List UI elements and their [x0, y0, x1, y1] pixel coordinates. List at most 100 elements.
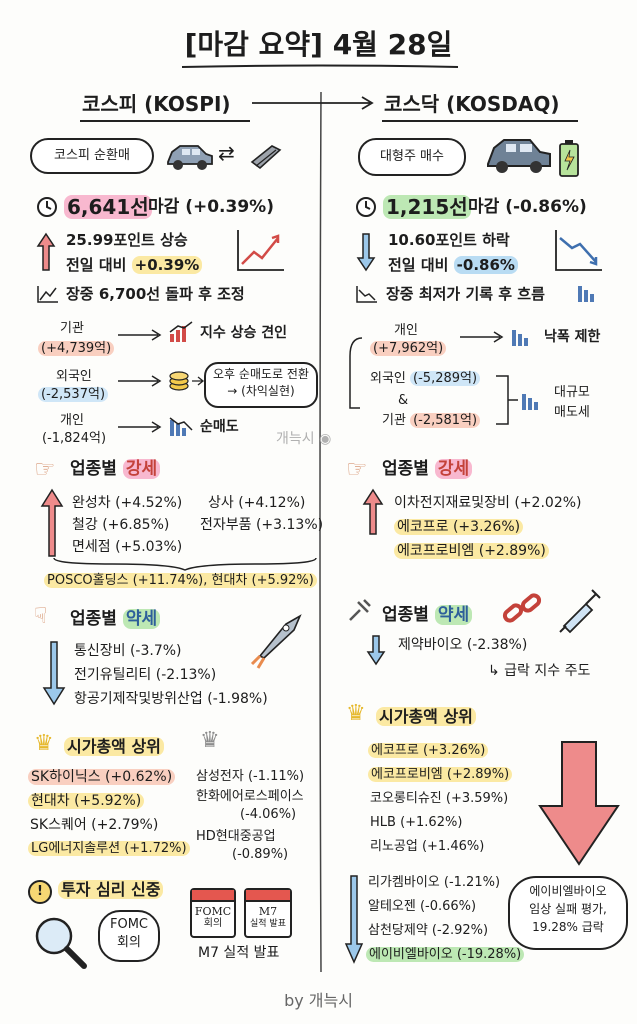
cal1-line2: 회의 [203, 918, 223, 929]
kosdaq-note-line1: 에이비엘바이오 [529, 884, 607, 898]
kospi-strong-item-1: 상사 (+4.12%) [208, 495, 306, 511]
arrow-right [118, 329, 162, 341]
watermark: 개늑시 ◉ [276, 431, 332, 447]
kospi-strong-item-0: 완성차 (+4.52%) [72, 495, 183, 511]
line-chart-down-icon [356, 286, 377, 303]
kosdaq-sell-result-line2: 매도세 [554, 405, 590, 420]
kosdaq-change-value: -0.86% [453, 256, 518, 274]
kospi-strong-item-3: 전자부품 (+3.13%) [200, 517, 324, 533]
kosdaq-top-up-3: HLB (+1.62%) [370, 815, 463, 830]
kosdaq-strong-item-1: 에코프로 (+3.26%) [394, 518, 524, 536]
bar-chart-down-icon [512, 330, 528, 346]
kosdaq-investor-retail-result: 낙폭 제한 [544, 329, 601, 345]
swap-arrows-icon: ⇄ [218, 141, 235, 165]
kosdaq-weak-title: 업종별 약세 [382, 604, 473, 626]
kospi-strong-title: 업종별 강세 [70, 458, 161, 480]
kosdaq-bubble-text: 대형주 매수 [380, 149, 444, 164]
steel-beam-icon [250, 145, 282, 170]
down-arrow-icon [356, 233, 376, 272]
kospi-weak-word: 약세 [122, 609, 161, 629]
kosdaq-close-text: 마감 (-0.86%) [468, 197, 587, 217]
kospi-top-right-0: 삼성전자 (-1.11%) [196, 769, 305, 784]
kosdaq-strong-title: 업종별 강세 [382, 458, 473, 480]
kospi-top-right-3: HD현대중공업 [196, 829, 276, 844]
brace [53, 557, 317, 571]
kosdaq-header: 코스닥 (KOSDAQ) [384, 92, 560, 116]
kosdaq-strong-item-0: 이차전지재료및장비 (+2.02%) [394, 495, 582, 511]
kosdaq-top-up-2: 코오롱티슈진 (+3.59%) [370, 791, 509, 806]
kospi-top-left-3: LG에너지솔루션 (+1.72%) [28, 840, 190, 858]
line-chart-icon [37, 286, 58, 303]
bar-chart-down-icon [522, 394, 538, 410]
kospi-investor-retail-result: 순매도 [200, 419, 239, 435]
arrow-right [460, 331, 504, 343]
coins-icon [169, 371, 189, 391]
crown-icon: ♛ [346, 701, 366, 726]
kosdaq-change-line1: 10.60포인트 하락 [388, 231, 510, 249]
kosdaq-weak-item-0: 제약바이오 (-2.38%) [398, 637, 528, 653]
cal1-line1: FOMC [194, 905, 232, 918]
kospi-foreign-result-bubble: 오후 순매도로 전환 → (차익실현) [204, 362, 318, 408]
arrow-right-small [192, 376, 205, 386]
arrow-right [118, 375, 162, 387]
clock-icon [37, 197, 57, 217]
car-icon [167, 145, 213, 170]
falling-chart-icon [555, 230, 602, 271]
kosdaq-investor-bracket [349, 337, 363, 409]
syringe-icon [559, 589, 601, 634]
kospi-bubble-text: 코스피 순환매 [54, 148, 130, 163]
fomc-bubble: FOMC 회의 [98, 910, 160, 962]
down-arrow-icon [366, 635, 386, 666]
kosdaq-investor-retail-name: 개인 [394, 323, 418, 338]
kospi-change-value: +0.39% [131, 256, 203, 274]
cal2-line1: M7 [258, 905, 278, 918]
kosdaq-top-down-3: 에이비엘바이오 (-19.28%) [366, 946, 525, 964]
kospi-weak-item-1: 전기유틸리티 (-2.13%) [74, 667, 217, 683]
big-down-arrow-icon [538, 741, 620, 866]
kospi-close-text: 마감 (+0.39%) [148, 197, 274, 217]
kospi-investor-foreign-amount: (-2,537억) [38, 386, 109, 404]
kosdaq-strong-word: 강세 [434, 459, 473, 479]
kospi-strong-item-2: 철강 (+6.85%) [72, 517, 170, 533]
kospi-weak-item-0: 통신장비 (-3.7%) [74, 643, 182, 659]
kosdaq-note-bubble: 에이비엘바이오 임상 실패 평가, 19.28% 급락 [508, 876, 628, 950]
kosdaq-sell-brace [496, 375, 518, 425]
alert-icon: ! [28, 880, 52, 904]
kosdaq-top-title: 시가총액 상위 [376, 707, 476, 726]
kosdaq-close-value: 1,215선 [383, 195, 471, 219]
rising-chart-icon [237, 230, 284, 271]
kospi-change-line2: 전일 대비 +0.39% [66, 255, 203, 275]
crown-grey-icon: ♛ [200, 728, 220, 753]
kosdaq-change-prefix: 전일 대비 [388, 256, 449, 274]
kospi-investor-retail-name: 개인 [60, 413, 84, 428]
ev-car-icon [487, 139, 551, 173]
kosdaq-strong-item-2: 에코프로비엠 (+2.89%) [394, 542, 549, 560]
down-arrow-large-icon [42, 641, 66, 706]
kosdaq-investor-inst: 기관 (-2,581억) [382, 412, 481, 430]
fomc-bubble-line2: 회의 [117, 935, 141, 950]
cal2-line2: 실적 발표 [250, 919, 286, 929]
broken-chain-icon [502, 593, 542, 623]
fomc-bubble-line1: FOMC [109, 917, 148, 932]
kosdaq-investor-retail-amount: (+7,962억) [370, 340, 447, 358]
kosdaq-top-down-1: 알테오젠 (-0.66%) [368, 899, 477, 914]
kosdaq-top-up-0: 에코프로 (+3.26%) [368, 742, 489, 760]
kosdaq-note-line2: 임상 실패 평가, [529, 902, 607, 916]
broken-syringe-icon [349, 599, 371, 621]
rocket-icon [250, 614, 302, 669]
kospi-strong-word: 강세 [122, 459, 161, 479]
kosdaq-sell-result-line1: 대규모 [554, 385, 590, 400]
kosdaq-intraday: 장중 최저가 기록 후 흐름 [386, 285, 545, 303]
battery-icon [559, 140, 579, 177]
kospi-strong-stocks: POSCO홀딩스 (+11.74%), 현대차 (+5.92%) [44, 572, 317, 590]
kospi-top-right-1: 한화에어로스페이스 [196, 789, 304, 804]
bar-chart-down-icon [169, 417, 193, 436]
header-arrow [252, 96, 374, 110]
kosdaq-top-down-0: 리가켐바이오 (-1.21%) [368, 875, 501, 890]
byline: by 개늑시 [284, 991, 353, 1010]
kosdaq-bubble: 대형주 매수 [358, 138, 466, 176]
kospi-header-underline [80, 120, 250, 122]
kospi-strong-prefix: 업종별 [70, 459, 117, 479]
kospi-foreign-result-line1: 오후 순매도로 전환 [213, 367, 309, 381]
kospi-investor-inst-result: 지수 상승 견인 [200, 325, 288, 341]
